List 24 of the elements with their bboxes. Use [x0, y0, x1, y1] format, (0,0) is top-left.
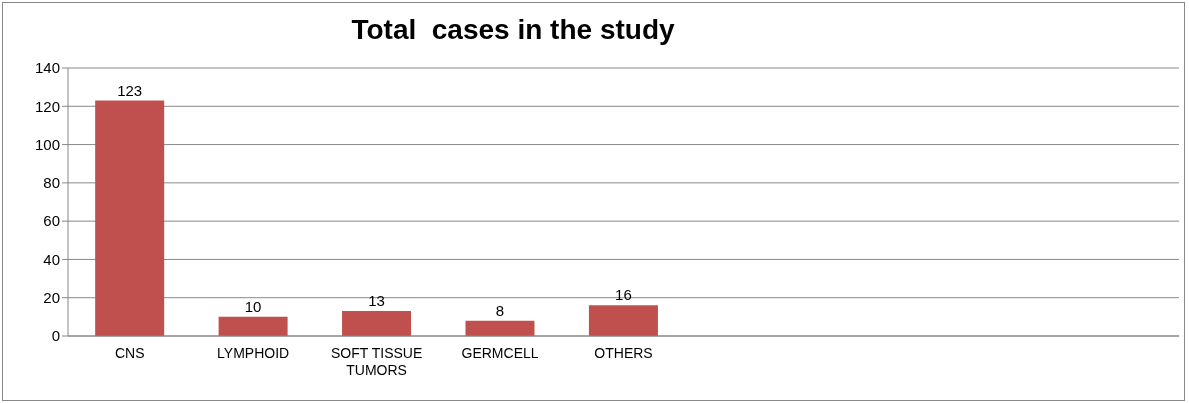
- chart-title: Total cases in the study: [350, 14, 676, 46]
- data-label: 123: [117, 81, 143, 99]
- data-label: 16: [615, 286, 632, 304]
- bar: [218, 316, 288, 336]
- data-label: 10: [244, 297, 262, 315]
- y-tick-label: 40: [43, 250, 60, 268]
- x-tick-label: CNS: [114, 345, 145, 361]
- y-tick-label: 140: [34, 59, 60, 77]
- bar: [465, 320, 535, 336]
- bar: [95, 100, 165, 336]
- y-tick-label: 100: [34, 135, 60, 153]
- data-label: 13: [368, 292, 385, 310]
- x-tick-label: SOFT TISSUE TUMORS: [330, 345, 423, 378]
- bar: [588, 305, 658, 336]
- y-tick-label: 80: [43, 174, 60, 192]
- y-tick-label: 120: [34, 97, 60, 115]
- y-tick-label: 60: [43, 212, 60, 230]
- x-tick-label: OTHERS: [594, 345, 653, 361]
- y-tick-label: 0: [51, 327, 60, 345]
- data-label: 8: [495, 301, 505, 319]
- x-tick-label: LYMPHOID: [217, 345, 290, 361]
- x-tick-label: GERMCELL: [461, 345, 539, 361]
- bar: [342, 311, 412, 336]
- y-tick-label: 20: [43, 289, 60, 307]
